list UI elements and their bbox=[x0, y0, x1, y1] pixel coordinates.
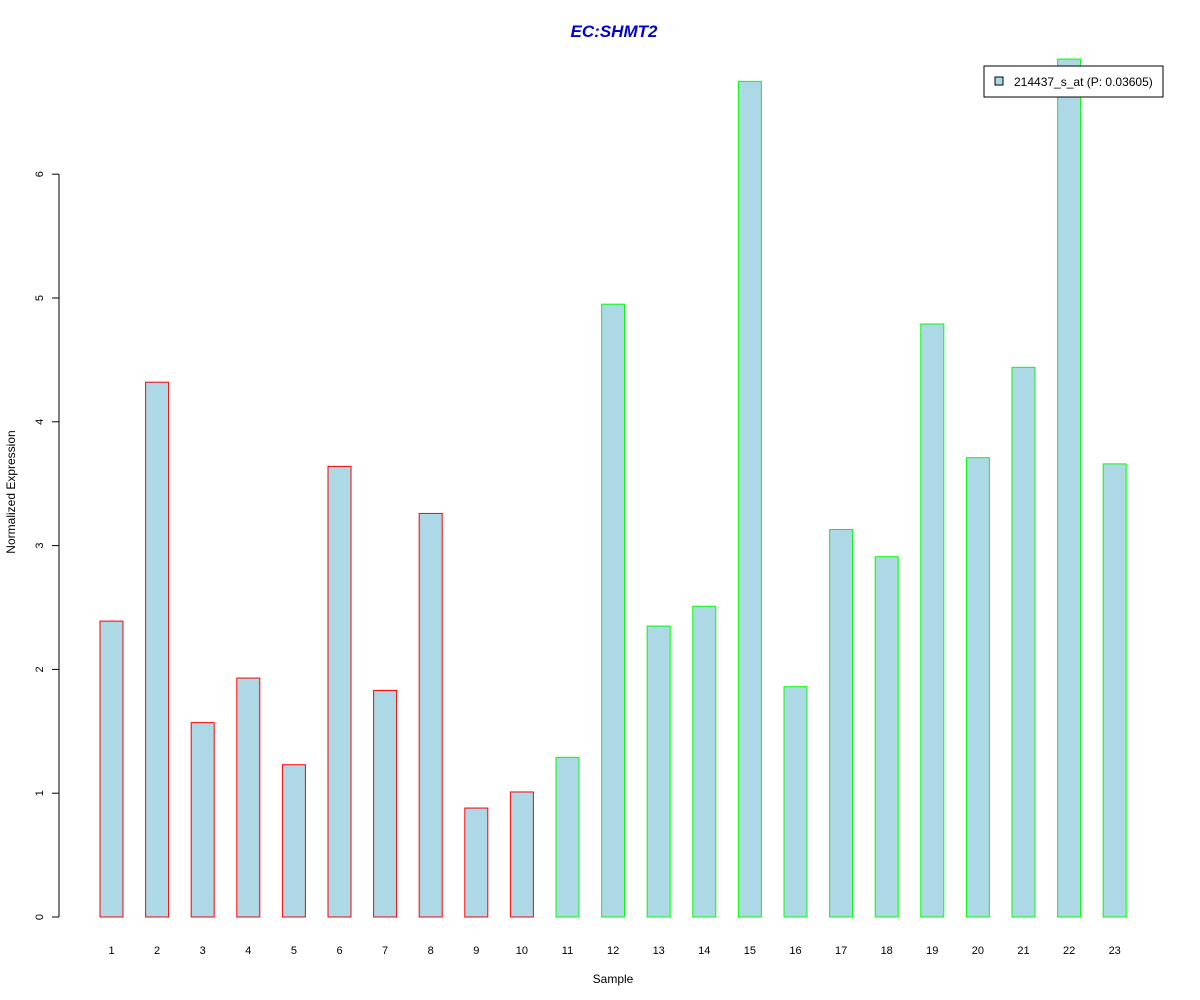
x-tick-label-21: 21 bbox=[1017, 945, 1029, 957]
bar-sample-15 bbox=[737, 80, 762, 918]
bar-sample-23 bbox=[1102, 463, 1127, 918]
x-tick-label-12: 12 bbox=[607, 945, 619, 957]
bar-sample-5 bbox=[281, 764, 306, 918]
x-tick-label-3: 3 bbox=[200, 945, 206, 957]
bar-sample-22 bbox=[1057, 58, 1082, 918]
x-tick-label-8: 8 bbox=[428, 945, 434, 957]
bar-sample-9 bbox=[464, 807, 489, 918]
x-tick-label-19: 19 bbox=[926, 945, 938, 957]
bar-sample-1 bbox=[99, 620, 124, 918]
x-tick-label-17: 17 bbox=[835, 945, 847, 957]
x-tick-label-5: 5 bbox=[291, 945, 297, 957]
bars-group bbox=[99, 58, 1127, 918]
bar-sample-8 bbox=[418, 512, 443, 918]
x-tick-label-11: 11 bbox=[562, 945, 573, 957]
y-axis: 0 1 2 3 4 5 6 bbox=[34, 171, 60, 920]
y-tick-label: 6 bbox=[34, 171, 46, 177]
x-tick-label-7: 7 bbox=[382, 945, 388, 957]
bar-sample-10 bbox=[509, 791, 534, 918]
bar-sample-20 bbox=[965, 457, 990, 918]
x-tick-label-16: 16 bbox=[789, 945, 801, 957]
legend-swatch bbox=[994, 76, 1004, 86]
y-tick-label: 5 bbox=[34, 295, 46, 301]
bar-sample-7 bbox=[373, 689, 398, 918]
bar-sample-16 bbox=[783, 686, 808, 918]
bar-sample-18 bbox=[874, 556, 899, 918]
x-axis-label: Sample bbox=[593, 972, 634, 986]
bar-sample-21 bbox=[1011, 366, 1036, 918]
y-tick-label: 1 bbox=[34, 790, 46, 796]
x-tick-label-13: 13 bbox=[653, 945, 665, 957]
x-tick-label-23: 23 bbox=[1109, 945, 1121, 957]
legend-entry-label: 214437_s_at (P: 0.03605) bbox=[1014, 75, 1153, 89]
bar-sample-17 bbox=[829, 529, 854, 918]
x-tick-label-6: 6 bbox=[336, 945, 342, 957]
x-tick-label-1: 1 bbox=[108, 945, 114, 957]
y-tick-label: 2 bbox=[34, 666, 46, 672]
y-axis-label: Normalized Expression bbox=[4, 430, 18, 553]
bar-sample-12 bbox=[601, 303, 626, 918]
chart-title: EC:SHMT2 bbox=[571, 22, 658, 41]
x-tick-label-10: 10 bbox=[516, 945, 528, 957]
x-tick-label-15: 15 bbox=[744, 945, 756, 957]
legend: 214437_s_at (P: 0.03605) bbox=[983, 65, 1164, 98]
bar-sample-4 bbox=[236, 677, 261, 918]
bar-sample-19 bbox=[920, 323, 945, 918]
x-tick-label-2: 2 bbox=[154, 945, 160, 957]
bar-sample-13 bbox=[646, 625, 671, 918]
y-tick-label: 0 bbox=[34, 914, 46, 920]
x-tick-labels: 1 2 3 4 5 6 7 8 9 10 11 12 13 14 15 16 17 18 19 20 21 22 23 bbox=[108, 945, 1120, 957]
x-tick-label-4: 4 bbox=[245, 945, 251, 957]
y-tick-label: 4 bbox=[34, 419, 46, 425]
bar-sample-14 bbox=[692, 605, 717, 918]
bar-sample-2 bbox=[145, 381, 170, 918]
x-tick-label-14: 14 bbox=[698, 945, 710, 957]
x-tick-label-20: 20 bbox=[972, 945, 984, 957]
bar-sample-6 bbox=[327, 465, 352, 918]
legend-box bbox=[983, 65, 1164, 98]
bar-sample-3 bbox=[190, 722, 215, 918]
bar-sample-11 bbox=[555, 756, 580, 918]
x-tick-label-18: 18 bbox=[881, 945, 893, 957]
y-tick-label: 3 bbox=[34, 543, 46, 549]
x-tick-label-22: 22 bbox=[1063, 945, 1075, 957]
x-tick-label-9: 9 bbox=[473, 945, 479, 957]
